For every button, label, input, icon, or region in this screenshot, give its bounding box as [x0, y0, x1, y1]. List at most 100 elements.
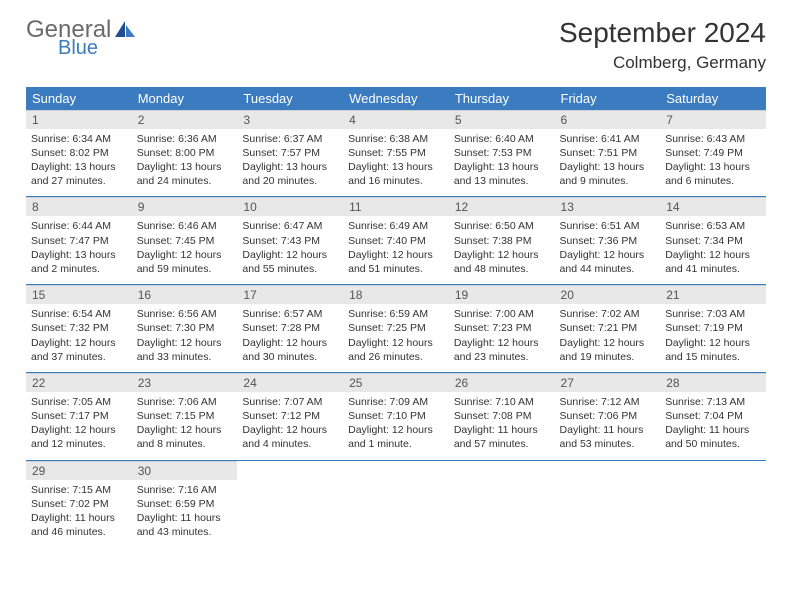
dayhead-fri: Friday [555, 87, 661, 110]
day-body: Sunrise: 6:54 AMSunset: 7:32 PMDaylight:… [26, 304, 132, 372]
day-body: Sunrise: 6:57 AMSunset: 7:28 PMDaylight:… [237, 304, 343, 372]
day-number: 7 [660, 110, 766, 129]
daylight-line: Daylight: 12 hours and 33 minutes. [137, 336, 233, 364]
daylight-line: Daylight: 11 hours and 46 minutes. [31, 511, 127, 539]
day-number: 26 [449, 373, 555, 392]
daylight-line: Daylight: 12 hours and 51 minutes. [348, 248, 444, 276]
sunset-line: Sunset: 7:55 PM [348, 146, 444, 160]
day-body: Sunrise: 7:10 AMSunset: 7:08 PMDaylight:… [449, 392, 555, 460]
day-body: Sunrise: 6:50 AMSunset: 7:38 PMDaylight:… [449, 216, 555, 284]
sunset-line: Sunset: 7:30 PM [137, 321, 233, 335]
daylight-line: Daylight: 12 hours and 12 minutes. [31, 423, 127, 451]
sunset-line: Sunset: 7:34 PM [665, 234, 761, 248]
week-row: 29Sunrise: 7:15 AMSunset: 7:02 PMDayligh… [26, 461, 766, 548]
sunrise-line: Sunrise: 7:03 AM [665, 307, 761, 321]
day-cell: 1Sunrise: 6:34 AMSunset: 8:02 PMDaylight… [26, 110, 132, 197]
sunset-line: Sunset: 7:38 PM [454, 234, 550, 248]
daylight-line: Daylight: 12 hours and 41 minutes. [665, 248, 761, 276]
day-number: 9 [132, 197, 238, 216]
sunset-line: Sunset: 7:32 PM [31, 321, 127, 335]
day-number: 15 [26, 285, 132, 304]
daylight-line: Daylight: 12 hours and 4 minutes. [242, 423, 338, 451]
day-cell [343, 461, 449, 548]
day-body: Sunrise: 6:43 AMSunset: 7:49 PMDaylight:… [660, 129, 766, 197]
sunrise-line: Sunrise: 6:38 AM [348, 132, 444, 146]
week-row: 22Sunrise: 7:05 AMSunset: 7:17 PMDayligh… [26, 373, 766, 460]
week-row: 8Sunrise: 6:44 AMSunset: 7:47 PMDaylight… [26, 197, 766, 284]
sunrise-line: Sunrise: 6:56 AM [137, 307, 233, 321]
sunrise-line: Sunrise: 6:54 AM [31, 307, 127, 321]
dayhead-wed: Wednesday [343, 87, 449, 110]
dayhead-mon: Monday [132, 87, 238, 110]
sunrise-line: Sunrise: 7:10 AM [454, 395, 550, 409]
day-number: 29 [26, 461, 132, 480]
brand-logo: General Blue [26, 18, 135, 58]
day-cell: 23Sunrise: 7:06 AMSunset: 7:15 PMDayligh… [132, 373, 238, 460]
day-cell: 17Sunrise: 6:57 AMSunset: 7:28 PMDayligh… [237, 285, 343, 372]
day-cell: 25Sunrise: 7:09 AMSunset: 7:10 PMDayligh… [343, 373, 449, 460]
sunrise-line: Sunrise: 6:59 AM [348, 307, 444, 321]
sunset-line: Sunset: 7:06 PM [560, 409, 656, 423]
sunrise-line: Sunrise: 6:46 AM [137, 219, 233, 233]
month-title: September 2024 [559, 18, 766, 49]
sunrise-line: Sunrise: 6:34 AM [31, 132, 127, 146]
day-body: Sunrise: 7:07 AMSunset: 7:12 PMDaylight:… [237, 392, 343, 460]
sunrise-line: Sunrise: 6:47 AM [242, 219, 338, 233]
day-cell: 28Sunrise: 7:13 AMSunset: 7:04 PMDayligh… [660, 373, 766, 460]
sunset-line: Sunset: 7:17 PM [31, 409, 127, 423]
sunrise-line: Sunrise: 7:00 AM [454, 307, 550, 321]
day-cell: 19 Sunrise: 7:00 AMSunset: 7:23 PMDayligh… [449, 285, 555, 372]
sunset-line: Sunset: 7:43 PM [242, 234, 338, 248]
daylight-line: Daylight: 13 hours and 13 minutes. [454, 160, 550, 188]
day-body: Sunrise: 6:49 AMSunset: 7:40 PMDaylight:… [343, 216, 449, 284]
day-cell: 10Sunrise: 6:47 AMSunset: 7:43 PMDayligh… [237, 197, 343, 284]
day-body: Sunrise: 6:40 AMSunset: 7:53 PMDaylight:… [449, 129, 555, 197]
week-row: 15Sunrise: 6:54 AMSunset: 7:32 PMDayligh… [26, 285, 766, 372]
day-body: Sunrise: 6:36 AMSunset: 8:00 PMDaylight:… [132, 129, 238, 197]
daylight-line: Daylight: 13 hours and 6 minutes. [665, 160, 761, 188]
day-cell: 6Sunrise: 6:41 AMSunset: 7:51 PMDaylight… [555, 110, 661, 197]
daylight-line: Daylight: 12 hours and 8 minutes. [137, 423, 233, 451]
day-body: Sunrise: 6:47 AMSunset: 7:43 PMDaylight:… [237, 216, 343, 284]
day-cell: 2Sunrise: 6:36 AMSunset: 8:00 PMDaylight… [132, 110, 238, 197]
sunset-line: Sunset: 7:15 PM [137, 409, 233, 423]
day-cell: 30Sunrise: 7:16 AMSunset: 6:59 PMDayligh… [132, 461, 238, 548]
day-body: Sunrise: 6:46 AMSunset: 7:45 PMDaylight:… [132, 216, 238, 284]
day-cell [237, 461, 343, 548]
sunrise-line: Sunrise: 7:02 AM [560, 307, 656, 321]
sunrise-line: Sunrise: 6:40 AM [454, 132, 550, 146]
sunset-line: Sunset: 7:23 PM [454, 321, 550, 335]
day-body: Sunrise: 6:59 AMSunset: 7:25 PMDaylight:… [343, 304, 449, 372]
sunrise-line: Sunrise: 7:09 AM [348, 395, 444, 409]
location: Colmberg, Germany [559, 53, 766, 73]
daylight-line: Daylight: 12 hours and 23 minutes. [454, 336, 550, 364]
sunrise-line: Sunrise: 6:51 AM [560, 219, 656, 233]
day-cell: 4Sunrise: 6:38 AMSunset: 7:55 PMDaylight… [343, 110, 449, 197]
daylight-line: Daylight: 13 hours and 16 minutes. [348, 160, 444, 188]
sunrise-line: Sunrise: 6:43 AM [665, 132, 761, 146]
sunrise-line: Sunrise: 6:37 AM [242, 132, 338, 146]
day-body: Sunrise: 7:13 AMSunset: 7:04 PMDaylight:… [660, 392, 766, 460]
daylight-line: Daylight: 13 hours and 9 minutes. [560, 160, 656, 188]
sunrise-line: Sunrise: 7:16 AM [137, 483, 233, 497]
day-body: Sunrise: 7:06 AMSunset: 7:15 PMDaylight:… [132, 392, 238, 460]
day-cell: 3Sunrise: 6:37 AMSunset: 7:57 PMDaylight… [237, 110, 343, 197]
day-number: 8 [26, 197, 132, 216]
day-cell [660, 461, 766, 548]
day-number: 19 [449, 285, 555, 304]
day-body: Sunrise: 6:37 AMSunset: 7:57 PMDaylight:… [237, 129, 343, 197]
dayhead-sat: Saturday [660, 87, 766, 110]
dayhead-thu: Thursday [449, 87, 555, 110]
day-body: Sunrise: 6:41 AMSunset: 7:51 PMDaylight:… [555, 129, 661, 197]
day-number: 11 [343, 197, 449, 216]
day-cell: 27Sunrise: 7:12 AMSunset: 7:06 PMDayligh… [555, 373, 661, 460]
daylight-line: Daylight: 13 hours and 27 minutes. [31, 160, 127, 188]
sunset-line: Sunset: 8:02 PM [31, 146, 127, 160]
day-cell: 7Sunrise: 6:43 AMSunset: 7:49 PMDaylight… [660, 110, 766, 197]
day-cell: 21Sunrise: 7:03 AMSunset: 7:19 PMDayligh… [660, 285, 766, 372]
sunset-line: Sunset: 7:12 PM [242, 409, 338, 423]
daylight-line: Daylight: 11 hours and 57 minutes. [454, 423, 550, 451]
sunset-line: Sunset: 7:19 PM [665, 321, 761, 335]
day-number: 3 [237, 110, 343, 129]
day-number: 14 [660, 197, 766, 216]
